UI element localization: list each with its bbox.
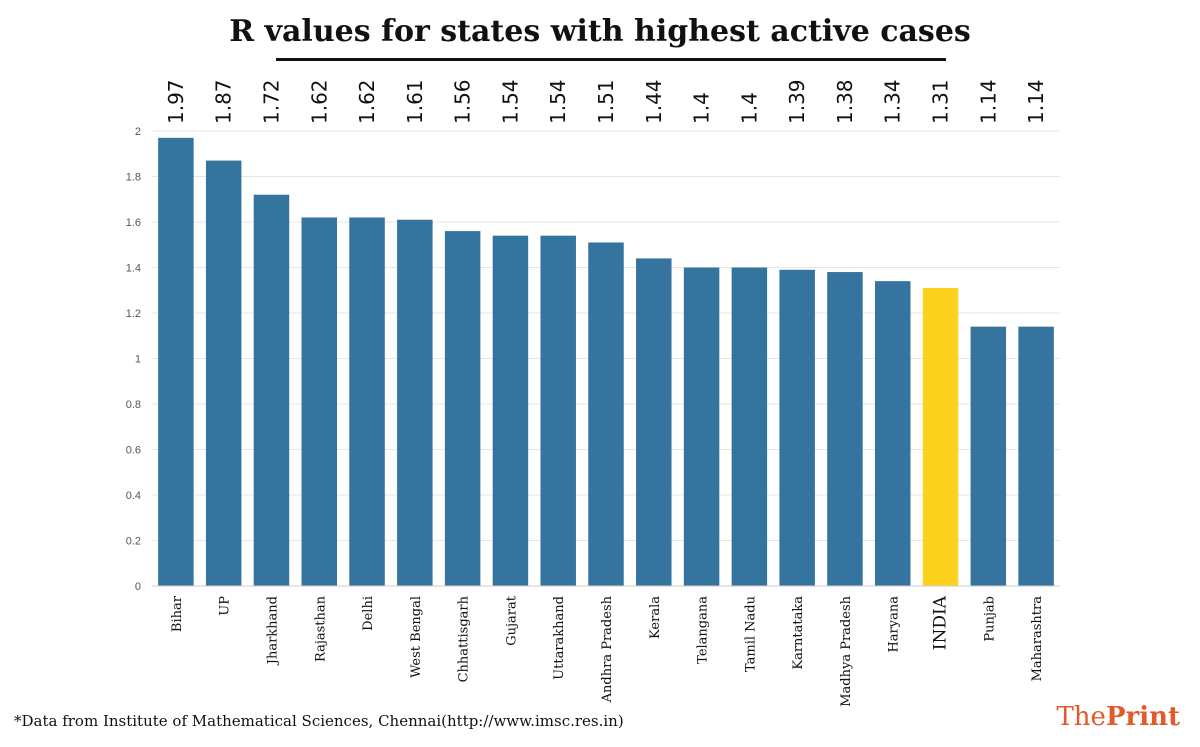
y-tick-label: 1.2 — [126, 308, 141, 320]
bar-highlight — [922, 287, 959, 586]
bar — [301, 217, 338, 586]
value-label: 1.54 — [546, 79, 570, 124]
value-label: 1.62 — [307, 79, 331, 124]
category-label: Punjab — [982, 596, 997, 642]
y-tick-label: 0.2 — [126, 536, 141, 548]
value-label: 1.14 — [976, 79, 1000, 124]
category-label: Kerala — [648, 596, 663, 639]
bar — [683, 267, 720, 586]
brand-logo-part2: Print — [1105, 702, 1180, 732]
y-tick-label: 0.8 — [126, 399, 141, 411]
title-underline — [276, 58, 946, 61]
value-label: 1.4 — [737, 92, 761, 124]
brand-logo: ThePrint — [1056, 702, 1180, 732]
value-label: 1.4 — [690, 92, 714, 124]
bar — [827, 272, 863, 586]
value-label: 1.62 — [355, 79, 379, 124]
bar — [588, 242, 624, 586]
bar — [205, 160, 242, 586]
category-label: UP — [218, 596, 233, 616]
value-label: 1.54 — [498, 79, 522, 124]
category-label: Maharashtra — [1030, 596, 1045, 682]
bar — [540, 235, 576, 586]
source-footnote: *Data from Institute of Mathematical Sci… — [14, 712, 624, 730]
value-label: 1.31 — [929, 79, 953, 124]
category-label: Bihar — [170, 595, 185, 632]
category-label: Madhya Pradesh — [839, 595, 854, 706]
value-label: 1.87 — [212, 79, 236, 124]
value-label: 1.97 — [164, 79, 188, 124]
value-label: 1.72 — [259, 79, 283, 124]
category-label: Andhra Pradesh — [600, 595, 615, 703]
category-label: Rajasthan — [313, 595, 328, 662]
y-tick-label: 1.8 — [126, 172, 141, 184]
y-tick-label: 0 — [135, 581, 141, 593]
category-label: Tamil Nadu — [743, 596, 758, 672]
bar — [253, 194, 290, 586]
category-label: Gujarat — [504, 595, 519, 646]
bar — [874, 281, 911, 586]
y-tick-label: 1.4 — [126, 263, 141, 275]
category-label: Uttarakhand — [552, 596, 567, 680]
value-label: 1.51 — [594, 79, 618, 124]
category-label: West Bengal — [409, 596, 424, 678]
bar — [1018, 326, 1054, 586]
bar — [636, 258, 672, 586]
y-tick-label: 1.6 — [126, 217, 141, 229]
category-label: Chhattisgarh — [457, 595, 472, 682]
value-label: 1.44 — [642, 79, 666, 124]
category-label: Telangana — [696, 596, 711, 664]
chart-title: R values for states with highest active … — [229, 14, 971, 49]
bar — [731, 267, 768, 586]
brand-logo-part1: The — [1056, 702, 1106, 732]
y-tick-label: 0.4 — [126, 490, 141, 502]
value-label: 1.34 — [881, 79, 905, 124]
bar — [349, 217, 385, 586]
y-tick-label: 0.6 — [126, 445, 141, 457]
bar — [397, 219, 433, 586]
category-label: Jharkhand — [265, 596, 280, 666]
value-label: 1.38 — [833, 79, 857, 124]
value-label: 1.61 — [403, 79, 427, 124]
value-label: 1.56 — [451, 79, 475, 124]
bar — [970, 326, 1007, 586]
value-label: 1.39 — [785, 79, 809, 124]
bar — [444, 231, 481, 586]
value-label: 1.14 — [1024, 79, 1048, 124]
bar — [492, 235, 529, 586]
category-label-highlight: INDIA — [931, 595, 951, 650]
category-label: Haryana — [887, 596, 902, 653]
bar — [779, 269, 815, 586]
y-tick-label: 2 — [135, 126, 141, 138]
y-tick-label: 1 — [135, 354, 141, 366]
category-label: Karntataka — [791, 596, 806, 670]
category-label: Delhi — [361, 596, 376, 631]
bar — [158, 137, 194, 586]
